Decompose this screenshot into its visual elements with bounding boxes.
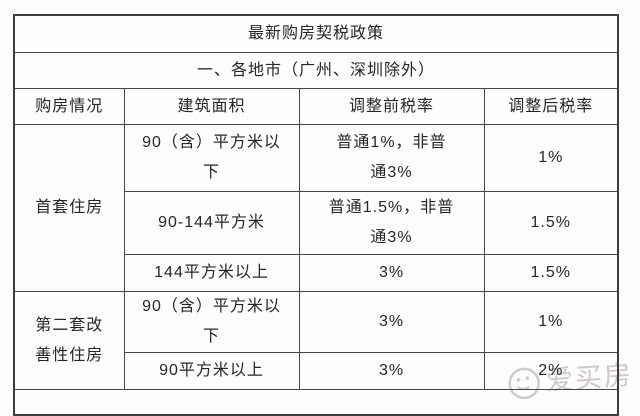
cell-rate-after: 1% (483, 124, 619, 192)
cell-rate-before: 普通1%，非普 通3% (298, 124, 485, 192)
cell-area: 90（含）平方米以 下 (123, 124, 300, 192)
cell-rate-before: 3% (298, 254, 485, 292)
partial-row-cell (13, 389, 619, 415)
cell-area: 90（含）平方米以 下 (123, 291, 300, 353)
cell-rate-before: 3% (298, 291, 485, 353)
cell-rate-after: 1% (483, 291, 619, 353)
cell-area: 144平方米以上 (123, 254, 300, 292)
table-section-row: 一、各地市（广州、深圳除外） (13, 52, 619, 89)
section-heading: 一、各地市（广州、深圳除外） (13, 52, 619, 89)
table-row: 首套住房 90（含）平方米以 下 普通1%，非普 通3% 1% (13, 124, 619, 292)
group-second-home-label: 第二套改 善性住房 (13, 291, 125, 390)
table-row: 第二套改 善性住房 90（含）平方米以 下 3% 1% (13, 291, 619, 390)
cell-rate-before: 普通1.5%，非普 通3% (298, 191, 485, 255)
cell-area: 90-144平方米 (123, 191, 300, 255)
cell-area: 90平方米以上 (123, 352, 300, 390)
table-title-row: 最新购房契税政策 (13, 14, 619, 53)
cell-rate-after: 1.5% (483, 254, 619, 292)
table-partial-row (13, 389, 619, 415)
header-rate-before: 调整前税率 (298, 88, 485, 125)
table-row: 144平方米以上 3% 1.5% (14, 254, 619, 292)
header-purchase-type: 购房情况 (13, 88, 125, 125)
cell-rate-after: 2% (483, 352, 619, 390)
tax-policy-table: 最新购房契税政策 一、各地市（广州、深圳除外） 购房情况 建筑面积 调整前税率 … (13, 14, 620, 416)
header-building-area: 建筑面积 (123, 88, 300, 125)
table-title: 最新购房契税政策 (13, 14, 619, 53)
group-first-home-label: 首套住房 (13, 124, 125, 292)
cell-rate-after: 1.5% (483, 191, 619, 255)
table-header-row: 购房情况 建筑面积 调整前税率 调整后税率 (13, 88, 619, 125)
table-row: 90平方米以上 3% 2% (14, 352, 619, 390)
cell-rate-before: 3% (298, 352, 485, 390)
header-rate-after: 调整后税率 (483, 88, 619, 125)
